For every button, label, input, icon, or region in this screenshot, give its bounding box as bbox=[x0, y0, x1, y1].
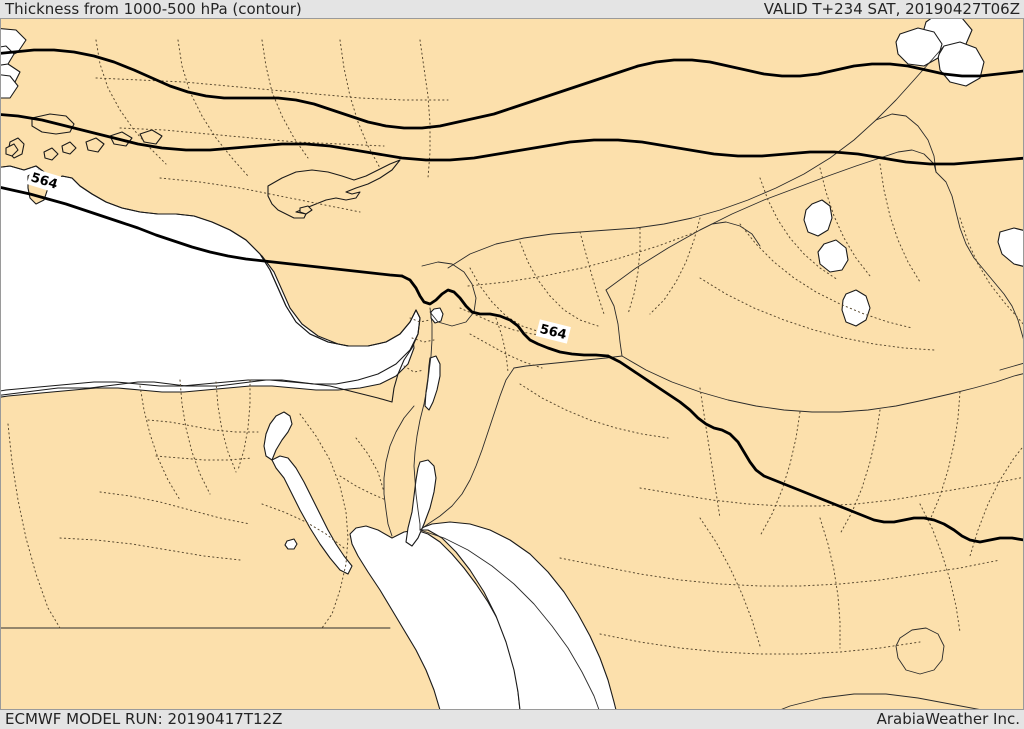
contour-group bbox=[0, 48, 1024, 544]
contour-564-west bbox=[0, 185, 404, 278]
province-eg-4 bbox=[237, 379, 251, 471]
province-eg-valley-1 bbox=[99, 491, 251, 525]
contour-564-levant bbox=[400, 274, 610, 358]
province-il-1 bbox=[409, 317, 431, 323]
province-iq-4 bbox=[739, 223, 913, 329]
province-tr-4 bbox=[339, 39, 381, 169]
lake-qatar-gulf bbox=[817, 239, 849, 273]
province-sy-2 bbox=[519, 241, 599, 327]
border-turkey-syria bbox=[447, 45, 945, 269]
footer-bar: ECMWF MODEL RUN: 20190417T12Z ArabiaWeat… bbox=[0, 710, 1024, 729]
provider-credit: ArabiaWeather Inc. bbox=[876, 710, 1020, 728]
contour-label-text: 564 bbox=[538, 322, 568, 343]
island-aegean-4 bbox=[85, 137, 105, 153]
province-tr-1 bbox=[95, 39, 167, 165]
island-aegean-2 bbox=[43, 147, 59, 161]
island-aegean-3 bbox=[61, 141, 77, 155]
province-il-3 bbox=[403, 365, 425, 373]
sea-suez-canal bbox=[263, 411, 293, 461]
contour-564-north-2 bbox=[0, 113, 1024, 166]
sea-red-sea-east bbox=[415, 521, 617, 710]
island-aegean-1 bbox=[5, 143, 19, 157]
sea-ne-water bbox=[895, 27, 943, 67]
coast-egypt-north bbox=[0, 379, 393, 403]
province-iq-2 bbox=[819, 167, 871, 277]
border-saudi-iraq bbox=[621, 355, 1024, 413]
border-syria-turkey-east bbox=[699, 221, 761, 247]
border-iraq-iran bbox=[935, 171, 1024, 343]
province-eg-east bbox=[299, 413, 349, 629]
lake-small-1 bbox=[284, 538, 298, 550]
province-jo-1 bbox=[459, 307, 551, 337]
province-eg-sinai-2 bbox=[339, 475, 387, 501]
province-tr-2 bbox=[177, 39, 249, 177]
border-turkey-iraq bbox=[875, 113, 937, 173]
province-eg-delta-2 bbox=[155, 455, 253, 461]
border-jordan-saudi bbox=[513, 355, 623, 369]
border-qatar bbox=[895, 627, 945, 675]
contour-564-north bbox=[0, 48, 1024, 130]
lake-razzaza bbox=[841, 289, 871, 327]
model-run-label: ECMWF MODEL RUN: 20190417T12Z bbox=[5, 710, 283, 728]
sea-gulf-of-suez bbox=[271, 455, 353, 575]
province-jo-3 bbox=[495, 317, 509, 373]
sea-aegean bbox=[0, 45, 15, 66]
province-tr-3 bbox=[261, 39, 309, 159]
province-eg-sinai-1 bbox=[355, 437, 385, 493]
border-israel-jordan bbox=[413, 307, 433, 531]
province-eg-west bbox=[7, 423, 61, 629]
province-sy-5 bbox=[649, 217, 701, 315]
contour-564-arabia bbox=[606, 354, 1024, 544]
map-panel[interactable]: 564 564 bbox=[0, 18, 1024, 710]
province-iq-3 bbox=[879, 163, 921, 283]
island-aegean-6 bbox=[139, 129, 163, 145]
island-cyprus bbox=[267, 159, 401, 219]
lake-tharthar bbox=[803, 199, 833, 237]
coast-saudi-red-sea bbox=[419, 529, 600, 710]
province-sa-cross-3 bbox=[599, 633, 921, 655]
province-eg-3 bbox=[215, 381, 237, 473]
sea-red-sea bbox=[349, 525, 521, 710]
border-jordan-saudi-sw bbox=[419, 367, 515, 531]
province-iq-1 bbox=[759, 177, 839, 281]
province-eg-delta-1 bbox=[147, 419, 259, 433]
border-syria-iraq bbox=[605, 149, 937, 291]
province-sa-5 bbox=[929, 391, 961, 521]
border-lebanon bbox=[421, 261, 477, 327]
province-sa-3 bbox=[759, 411, 801, 537]
province-tr-cross-3 bbox=[159, 177, 361, 213]
province-eg-1 bbox=[139, 385, 181, 501]
province-iq-5 bbox=[699, 277, 935, 351]
contour-label-564-east: 564 bbox=[535, 319, 571, 344]
province-sa-1 bbox=[519, 383, 669, 439]
province-sy-4 bbox=[627, 227, 641, 315]
province-jo-2 bbox=[469, 333, 543, 369]
page-title: Thickness from 1000-500 hPa (contour) bbox=[5, 0, 302, 18]
coast-levant bbox=[391, 309, 421, 403]
province-sa-diag-3 bbox=[919, 503, 961, 633]
sea-persian-gulf bbox=[997, 227, 1024, 268]
province-sa-4 bbox=[839, 409, 881, 535]
province-tr-5 bbox=[419, 39, 431, 179]
sea-aegean-2 bbox=[0, 74, 19, 99]
valid-time-label: VALID T+234 SAT, 20190427T06Z bbox=[763, 0, 1020, 18]
border-israel-egypt bbox=[383, 405, 415, 537]
province-sa-diag-1 bbox=[699, 517, 761, 647]
province-sy-3 bbox=[579, 231, 605, 315]
province-sy-cross bbox=[467, 231, 697, 287]
province-il-2 bbox=[411, 337, 435, 343]
coast-gulf-south bbox=[778, 693, 985, 710]
province-tr-cross-2 bbox=[119, 127, 385, 147]
island-cyprus-tail bbox=[299, 205, 313, 215]
province-sa-diag-2 bbox=[819, 517, 841, 649]
country-border-group bbox=[0, 45, 1024, 710]
sea-gulf-of-aqaba bbox=[405, 459, 437, 547]
map-canvas[interactable]: 564 564 bbox=[0, 18, 1024, 710]
province-sa-cross-2 bbox=[559, 557, 1001, 587]
province-sa-diag-4 bbox=[969, 444, 1024, 557]
border-jordan-iraq bbox=[605, 289, 623, 357]
header-bar: Thickness from 1000-500 hPa (contour) VA… bbox=[0, 0, 1024, 18]
province-sa-2 bbox=[699, 387, 721, 519]
